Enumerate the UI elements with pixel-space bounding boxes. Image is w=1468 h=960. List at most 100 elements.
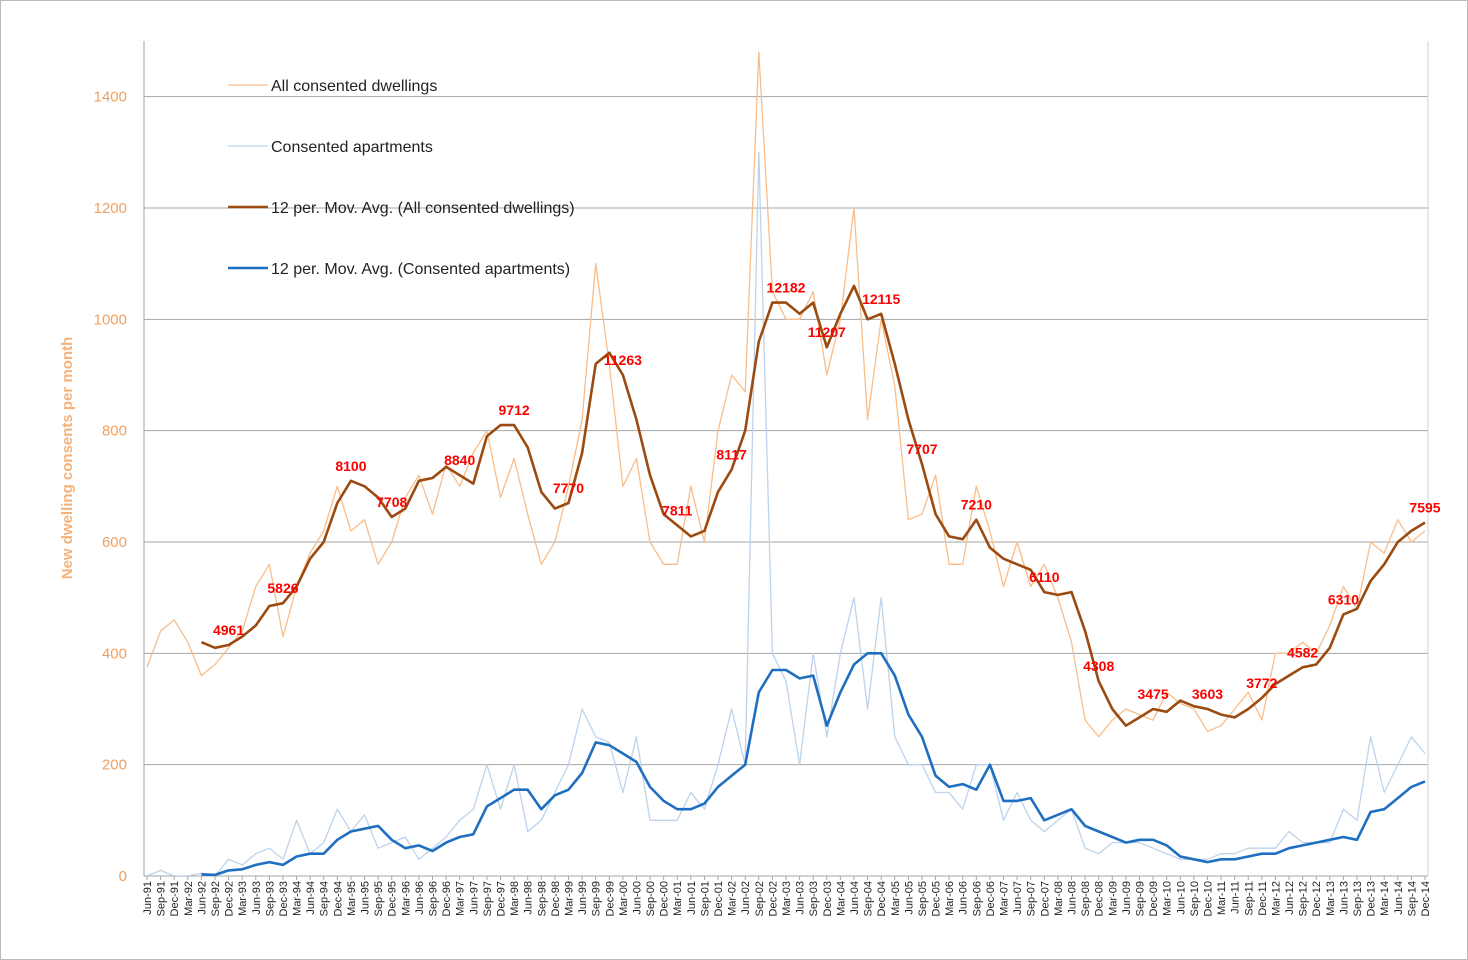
x-tick-label: Sep-00 [645,881,657,916]
x-tick-label: Sep-92 [210,881,222,916]
x-tick-label: Jun-12 [1284,881,1296,915]
x-tick-label: Jun-02 [740,881,752,915]
x-tick-label: Sep-13 [1352,881,1364,916]
y-tick-label: 1400 [94,89,127,106]
y-tick-label: 600 [102,534,127,551]
annotation: 12182 [767,280,806,296]
annotation: 3772 [1246,675,1277,691]
x-tick-label: Mar-97 [455,881,467,916]
x-tick-label: Dec-13 [1366,881,1378,916]
x-tick-label: Dec-96 [441,881,453,916]
x-tick-label: Sep-09 [1134,881,1146,916]
x-tick-label: Sep-03 [808,881,820,916]
x-tick-label: Dec-95 [387,881,399,916]
x-tick-label: Sep-07 [1026,881,1038,916]
x-tick-label: Jun-07 [1012,881,1024,915]
x-tick-label: Mar-01 [672,881,684,916]
y-axis-label: New dwelling consents per month [59,337,76,580]
x-tick-label: Sep-99 [591,881,603,916]
y-tick-label: 800 [102,423,127,440]
annotation: 3475 [1138,686,1169,702]
x-tick-label: Mar-13 [1325,881,1337,916]
x-tick-label: Dec-14 [1420,881,1432,916]
annotation: 9712 [499,402,530,418]
x-tick-label: Jun-97 [468,881,480,915]
x-tick-label: Dec-94 [332,881,344,916]
x-tick-label: Dec-10 [1202,881,1214,916]
x-tick-label: Mar-03 [781,881,793,916]
legend-label: 12 per. Mov. Avg. (All consented dwellin… [271,200,575,217]
annotation: 8117 [716,447,747,463]
x-tick-label: Jun-10 [1175,881,1187,915]
x-tick-label: Sep-97 [482,881,494,916]
x-tick-label: Dec-09 [1148,881,1160,916]
x-tick-label: Mar-02 [727,881,739,916]
x-tick-label: Sep-14 [1406,881,1418,916]
x-tick-label: Mar-04 [835,881,847,916]
annotation: 7210 [961,497,992,513]
x-tick-label: Dec-98 [550,881,562,916]
x-tick-label: Mar-08 [1053,881,1065,916]
x-tick-label: Dec-99 [604,881,616,916]
annotation: 3603 [1192,686,1223,702]
x-tick-label: Sep-08 [1080,881,1092,916]
y-tick-label: 400 [102,645,127,662]
x-tick-label: Jun-06 [958,881,970,915]
x-tick-label: Mar-14 [1379,881,1391,916]
x-tick-label: Jun-95 [360,881,372,915]
x-tick-label: Sep-94 [319,881,331,916]
x-tick-label: Jun-98 [523,881,535,915]
x-tick-label: Jun-91 [142,881,154,915]
annotation: 7707 [906,441,937,457]
x-tick-label: Mar-10 [1162,881,1174,916]
legend-label: All consented dwellings [271,78,437,95]
x-tick-label: Dec-03 [822,881,834,916]
x-tick-label: Dec-05 [931,881,943,916]
annotation: 6110 [1029,569,1060,585]
y-tick-label: 1200 [94,200,127,217]
x-tick-label: Sep-11 [1243,881,1255,916]
x-tick-label: Sep-95 [373,881,385,916]
x-tick-label: Mar-00 [618,881,630,916]
x-tick-label: Dec-11 [1257,881,1269,916]
annotation: 5826 [267,580,298,596]
x-tick-label: Jun-00 [631,881,643,915]
x-tick-label: Dec-08 [1094,881,1106,916]
annotation: 7708 [376,494,407,510]
x-tick-label: Sep-05 [917,881,929,916]
x-tick-label: Mar-12 [1270,881,1282,916]
x-tick-label: Jun-96 [414,881,426,915]
y-tick-label: 200 [102,757,127,774]
x-tick-label: Mar-96 [400,881,412,916]
y-tick-label: 0 [119,868,127,885]
x-tick-label: Sep-93 [264,881,276,916]
x-tick-label: Dec-01 [713,881,725,916]
x-tick-label: Mar-99 [563,881,575,916]
y-tick-label: 1000 [94,311,127,328]
x-tick-label: Jun-03 [795,881,807,915]
annotation: 6310 [1328,591,1359,607]
x-tick-label: Jun-11 [1230,881,1242,914]
x-tick-label: Mar-09 [1107,881,1119,916]
x-tick-label: Jun-04 [849,881,861,915]
x-tick-label: Mar-93 [237,881,249,916]
x-tick-label: Sep-91 [156,881,168,916]
x-tick-label: Sep-12 [1298,881,1310,916]
x-tick-label: Mar-07 [999,881,1011,916]
annotation: 7770 [553,480,584,496]
x-tick-label: Mar-98 [509,881,521,916]
x-tick-label: Jun-08 [1067,881,1079,915]
series-line [200,284,1426,727]
x-tick-label: Dec-93 [278,881,290,916]
x-tick-label: Mar-06 [944,881,956,916]
annotation: 8100 [335,458,366,474]
x-tick-label: Mar-05 [890,881,902,916]
annotation: 11263 [604,352,642,368]
x-tick-label: Jun-13 [1338,881,1350,915]
x-tick-label: Sep-04 [863,881,875,916]
annotation: 4308 [1083,658,1114,674]
x-tick-label: Sep-98 [536,881,548,916]
annotation: 7595 [1409,500,1440,516]
